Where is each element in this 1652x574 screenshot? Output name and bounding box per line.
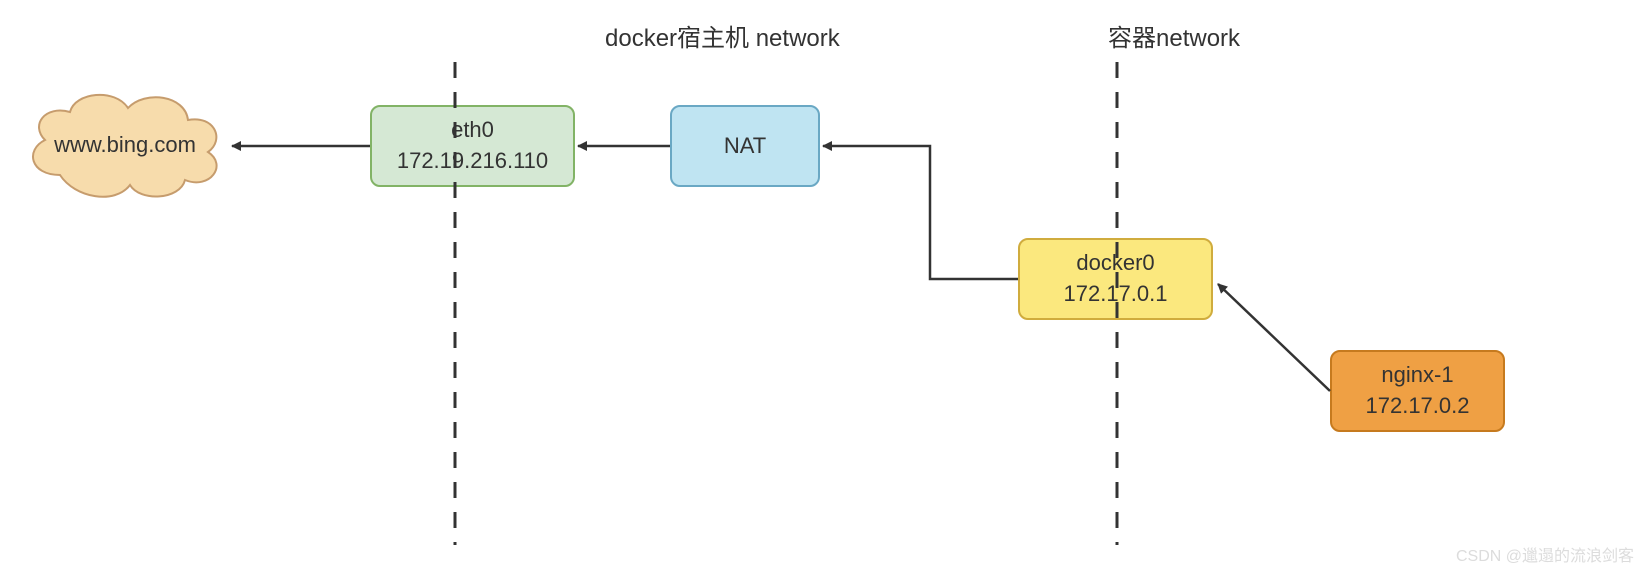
container-network-label: 容器network <box>1108 18 1240 53</box>
nginx-node: nginx-1 172.17.0.2 <box>1330 350 1505 432</box>
docker0-node: docker0 172.17.0.1 <box>1018 238 1213 320</box>
docker0-ip: 172.17.0.1 <box>1064 279 1168 310</box>
cloud-node: www.bing.com <box>20 80 230 210</box>
eth0-title: eth0 <box>451 115 494 146</box>
eth0-node: eth0 172.19.216.110 <box>370 105 575 187</box>
eth0-ip: 172.19.216.110 <box>397 146 548 177</box>
watermark: CSDN @邋遢的流浪剑客 <box>1456 542 1634 566</box>
host-network-label: docker宿主机 network <box>605 18 840 53</box>
edge-nginx-to-docker0 <box>1218 284 1330 391</box>
docker0-title: docker0 <box>1076 248 1154 279</box>
cloud-label: www.bing.com <box>20 132 230 158</box>
nginx-ip: 172.17.0.2 <box>1366 391 1470 422</box>
diagram-overlay <box>0 0 1652 574</box>
nat-title: NAT <box>724 131 766 162</box>
edge-docker0-to-nat <box>823 146 1018 279</box>
nat-node: NAT <box>670 105 820 187</box>
nginx-title: nginx-1 <box>1381 360 1453 391</box>
